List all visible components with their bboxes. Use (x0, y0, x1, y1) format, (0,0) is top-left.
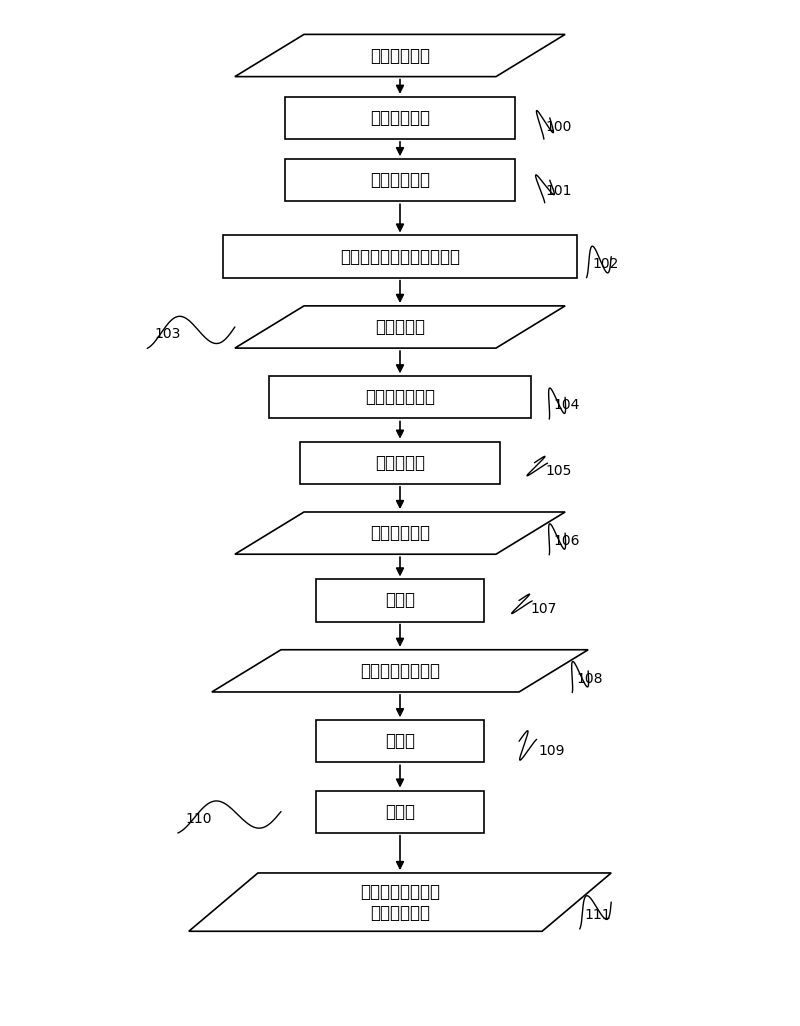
Polygon shape (235, 35, 565, 77)
Text: 106: 106 (554, 535, 580, 548)
Text: 107: 107 (530, 601, 557, 616)
Text: 105: 105 (546, 464, 572, 478)
Text: 简化局部能量图: 简化局部能量图 (365, 389, 435, 406)
Text: 图合并: 图合并 (385, 802, 415, 821)
Polygon shape (212, 649, 588, 692)
Polygon shape (235, 512, 565, 554)
Text: 输入遥感图像: 输入遥感图像 (370, 46, 430, 65)
Bar (315, 580, 485, 622)
Text: 提取分割波段: 提取分割波段 (370, 109, 430, 127)
Text: 分水岭分割: 分水岭分割 (375, 453, 425, 472)
Text: 104: 104 (554, 398, 580, 412)
Text: 103: 103 (154, 327, 181, 341)
Text: 矢量化: 矢量化 (385, 591, 415, 609)
Bar (315, 790, 485, 833)
Text: 局部能量图: 局部能量图 (375, 318, 425, 336)
Bar (285, 159, 515, 201)
Text: 构造滤波器组: 构造滤波器组 (370, 171, 430, 189)
Polygon shape (189, 873, 611, 932)
Text: 111: 111 (584, 908, 611, 922)
Text: 109: 109 (538, 744, 565, 758)
Text: 108: 108 (577, 672, 603, 686)
Text: 初始分割结果: 初始分割结果 (370, 524, 430, 542)
Text: 图像滤波并计算局部能量图: 图像滤波并计算局部能量图 (340, 247, 460, 266)
Text: 101: 101 (546, 185, 573, 198)
Polygon shape (235, 306, 565, 348)
Text: 构建图: 构建图 (385, 733, 415, 750)
Bar (223, 236, 577, 278)
Text: 多尺度分割结果及
层次结构表示: 多尺度分割结果及 层次结构表示 (360, 882, 440, 921)
Text: 100: 100 (546, 120, 572, 134)
Text: 102: 102 (592, 256, 618, 271)
Text: 初始分割矢量图层: 初始分割矢量图层 (360, 662, 440, 680)
Bar (270, 377, 530, 419)
Bar (300, 441, 500, 484)
Bar (285, 96, 515, 139)
Text: 110: 110 (185, 812, 211, 826)
Bar (315, 720, 485, 762)
